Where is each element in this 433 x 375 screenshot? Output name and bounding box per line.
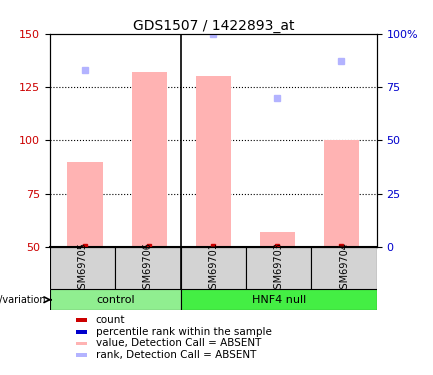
Bar [196,76,231,247]
Text: rank, Detection Call = ABSENT: rank, Detection Call = ABSENT [96,350,256,360]
Bar [132,72,167,247]
Text: HNF4 null: HNF4 null [252,295,306,305]
Text: GSM69704: GSM69704 [339,242,349,294]
Text: count: count [96,315,125,325]
Bar [115,247,181,289]
Bar [181,247,246,289]
Text: GSM69701: GSM69701 [208,242,218,294]
Text: GSM69705: GSM69705 [78,242,87,295]
Bar [76,330,87,334]
Bar [246,247,311,289]
Bar [76,342,87,345]
Text: control: control [96,295,135,305]
Bar [76,318,87,322]
Text: value, Detection Call = ABSENT: value, Detection Call = ABSENT [96,339,261,348]
Bar [50,289,181,310]
Bar [311,247,377,289]
Bar [76,353,87,357]
Bar [324,141,359,247]
Text: genotype/variation: genotype/variation [0,295,46,305]
Bar [68,162,103,247]
Bar [181,289,377,310]
Bar [50,247,115,289]
Text: GSM69703: GSM69703 [274,242,284,294]
Text: GSM69706: GSM69706 [143,242,153,294]
Bar [260,232,295,247]
Text: percentile rank within the sample: percentile rank within the sample [96,327,271,337]
Title: GDS1507 / 1422893_at: GDS1507 / 1422893_at [132,19,294,33]
